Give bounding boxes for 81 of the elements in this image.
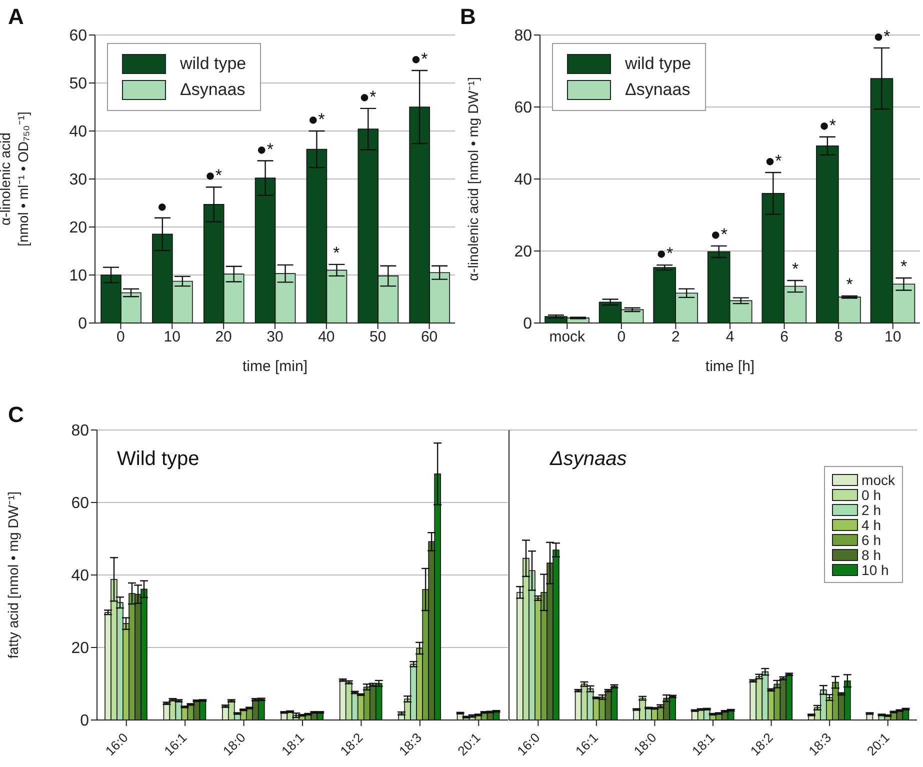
legend-label: 4 h <box>862 516 882 532</box>
x-tick-label: 16:0 <box>514 730 543 758</box>
x-tick-label: 0 <box>116 328 125 346</box>
legend-label: 0 h <box>862 486 882 502</box>
y-axis-title: α-linolenic acid [nmol • ml⁻¹ • OD₇₅₀⁻¹] <box>0 112 31 246</box>
x-tick-label: 18:3 <box>396 730 424 758</box>
x-tick-label: 18:3 <box>806 730 834 758</box>
x-tick-label: 2 <box>672 328 680 346</box>
x-tick-label: 18:0 <box>630 730 660 758</box>
annotation: * <box>846 275 854 294</box>
y-tick-label: 60 <box>69 28 88 45</box>
x-tick-label: 10 <box>164 328 180 346</box>
y-axis-title: α-linolenic acid [nmol • mg DW⁻¹] <box>465 77 481 281</box>
annotation: Wild type <box>117 448 200 471</box>
annotation: ●* <box>205 166 222 186</box>
x-tick-label: 40 <box>318 328 335 346</box>
y-tick-label: 60 <box>71 495 90 512</box>
legend-label: mock <box>862 472 895 488</box>
y-tick-label: 40 <box>514 172 532 189</box>
annotation: ●* <box>819 116 836 135</box>
annotation: * <box>792 260 799 279</box>
y-tick-label: 40 <box>71 568 90 585</box>
x-tick-label: 18:2 <box>337 730 366 758</box>
x-tick-label: 20:1 <box>454 730 484 758</box>
x-tick-label: 18:2 <box>747 730 776 758</box>
legend-label: Δsynaas <box>625 80 690 100</box>
y-tick-label: 20 <box>514 244 532 261</box>
annotation: ●* <box>873 26 891 46</box>
x-tick-label: 10 <box>884 328 902 346</box>
x-tick-label: 18:1 <box>689 730 718 758</box>
x-tick-label: 30 <box>266 328 284 346</box>
annotation: ●* <box>410 50 428 69</box>
x-tick-label: 16:1 <box>161 730 190 758</box>
x-tick-label: 8 <box>834 328 843 346</box>
x-tick-label: 20:1 <box>864 730 892 758</box>
x-axis-title: time [min] <box>242 358 308 375</box>
y-tick-label: 0 <box>78 316 88 333</box>
y-tick-label: 80 <box>71 422 90 440</box>
x-axis-title: time [h] <box>705 358 755 375</box>
x-tick-label: 20 <box>215 328 232 346</box>
y-tick-label: 0 <box>80 712 90 730</box>
legend-label: 8 h <box>862 546 882 562</box>
x-tick-label: 16:0 <box>102 730 131 758</box>
annotation: ●* <box>764 152 782 171</box>
legend-label: wild type <box>625 54 692 74</box>
legend-label: Δsynaas <box>180 80 246 100</box>
x-tick-label: 18:1 <box>278 730 308 758</box>
x-tick-label: 16:1 <box>572 730 601 758</box>
annotation: ●* <box>359 87 377 106</box>
y-tick-label: 60 <box>514 100 532 117</box>
y-tick-label: 50 <box>69 76 88 93</box>
y-tick-label: 30 <box>69 172 88 189</box>
legend-label: 2 h <box>862 502 882 518</box>
annotation: ● <box>157 196 168 216</box>
x-tick-label: 60 <box>420 328 438 346</box>
legend-label: 6 h <box>862 532 882 548</box>
annotation: ●* <box>710 224 728 244</box>
annotation: ●* <box>308 110 326 129</box>
legend-label: wild type <box>180 54 246 74</box>
legend-label: 10 h <box>862 562 889 578</box>
text: A <box>8 4 24 30</box>
x-tick-label: 18:0 <box>220 730 248 758</box>
text: B <box>460 4 476 30</box>
x-tick-label: 50 <box>370 328 386 346</box>
annotation: * <box>333 243 340 262</box>
x-tick-label: mock <box>549 328 586 346</box>
annotation: ●* <box>256 140 274 159</box>
annotation: * <box>900 257 908 276</box>
y-tick-label: 0 <box>523 316 532 333</box>
x-tick-label: 0 <box>617 328 626 346</box>
y-tick-label: 20 <box>69 220 88 237</box>
text: C <box>8 402 24 428</box>
y-axis-title: fatty acid [nmol • mg DW⁻¹] <box>5 491 21 659</box>
x-tick-label: 4 <box>726 328 734 346</box>
annotation: Δsynaas <box>550 448 627 471</box>
y-tick-label: 80 <box>514 28 532 45</box>
y-tick-label: 10 <box>69 268 88 285</box>
annotation: ●* <box>656 244 674 264</box>
y-tick-label: 20 <box>71 640 90 658</box>
x-tick-label: 6 <box>780 328 788 346</box>
y-tick-label: 40 <box>69 124 88 141</box>
